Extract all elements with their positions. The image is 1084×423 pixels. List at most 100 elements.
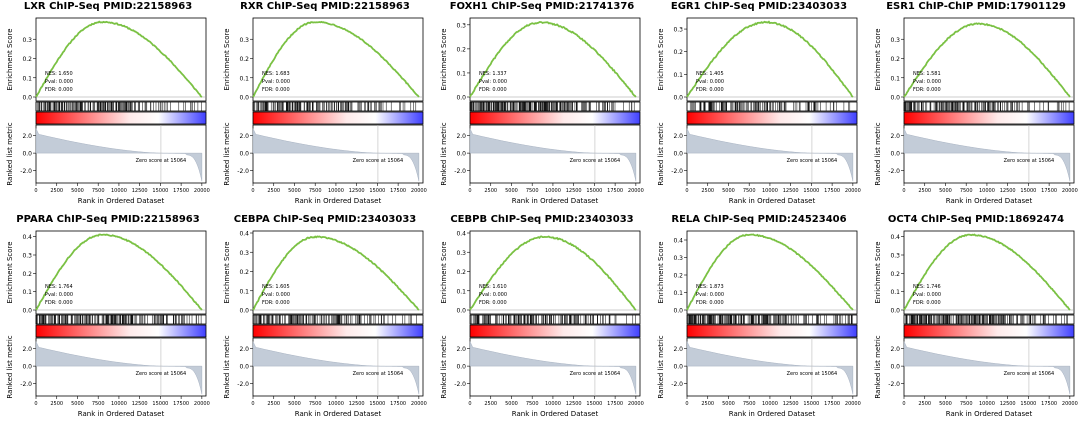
metric-y-tick-label: 0.0	[890, 151, 900, 158]
x-tick-label: 7500	[309, 188, 322, 194]
rank-color-bar	[686, 111, 858, 125]
x-axis-label: Rank in Ordered Dataset	[512, 197, 599, 205]
gene-hit-lines	[903, 102, 1070, 111]
nes-label: NES: 1.581	[913, 71, 941, 77]
x-tick-label: 0	[902, 188, 905, 194]
gene-hit-lines	[905, 315, 1068, 324]
nes-label: NES: 1.337	[479, 71, 507, 77]
metric-axes-frame	[469, 337, 641, 397]
x-tick-label: 15000	[586, 401, 602, 407]
zero-score-label: Zero score at 15064	[1004, 371, 1055, 377]
es-y-axis-label: Enrichment Score	[874, 241, 882, 303]
fdr-label: FDR: 0.000	[913, 87, 941, 93]
zero-score-label: Zero score at 15064	[136, 158, 187, 164]
gsea-panel: RELA ChIP-Seq PMID:24523406 0.0 0.1 0.2 0.3 0…	[651, 213, 867, 423]
es-y-tick-label: 0.3	[456, 22, 466, 29]
metric-y-tick-label: 0.0	[673, 364, 683, 371]
rank-color-bar	[35, 324, 207, 338]
x-axis-label: Rank in Ordered Dataset	[946, 197, 1033, 205]
x-tick-label: 5000	[722, 188, 735, 194]
x-tick-label: 17500	[1041, 401, 1057, 407]
es-y-tick-label: 0.0	[673, 95, 683, 102]
x-tick-label: 0	[468, 188, 471, 194]
panel-title: CEBPA ChIP-Seq PMID:23403033	[233, 214, 417, 225]
zero-score-label: Zero score at 15064	[136, 371, 187, 377]
es-y-axis-label: Enrichment Score	[440, 28, 448, 90]
metric-y-axis-label: Ranked list metric	[6, 122, 14, 185]
metric-y-tick-label: -2.0	[20, 168, 32, 175]
gene-hit-lines	[469, 102, 635, 111]
es-y-tick-label: 0.1	[890, 289, 900, 296]
gsea-panel: LXR ChIP-Seq PMID:22158963 0.0 0.1 0.2 0.3 En…	[0, 0, 216, 210]
x-axis-label: Rank in Ordered Dataset	[78, 410, 165, 418]
x-tick-label: 5000	[722, 401, 735, 407]
metric-y-tick-label: -2.0	[671, 168, 683, 175]
gsea-chart-svg: 0.0 0.1 0.2 0.3 Enrichment Score NES: 1.337 Pv…	[440, 17, 644, 205]
metric-axes-frame	[252, 124, 424, 184]
es-y-tick-label: 0.2	[673, 49, 683, 56]
hit-bar-frame	[252, 101, 424, 112]
es-y-axis-label: Enrichment Score	[6, 28, 14, 90]
gsea-panel: OCT4 ChIP-Seq PMID:18692474 0.0 0.1 0.2 0.3 0…	[868, 213, 1084, 423]
x-tick-label: 0	[685, 401, 688, 407]
gsea-panel: FOXH1 ChIP-Seq PMID:21741376 0.0 0.1 0.2 0.3…	[434, 0, 650, 210]
x-axis-label: Rank in Ordered Dataset	[78, 197, 165, 205]
es-axes-frame	[469, 17, 641, 102]
metric-y-tick-label: 2.0	[456, 346, 466, 353]
x-tick-label: 20000	[411, 188, 427, 194]
x-tick-label: 12500	[783, 188, 799, 194]
x-tick-label: 10000	[545, 188, 561, 194]
es-y-tick-label: 0.1	[22, 289, 32, 296]
es-y-tick-label: 0.1	[239, 75, 249, 82]
es-y-tick-label: 0.2	[239, 56, 249, 63]
x-tick-label: 10000	[328, 188, 344, 194]
enrichment-curve	[35, 233, 203, 311]
metric-y-tick-label: -2.0	[237, 168, 249, 175]
x-tick-label: 10000	[328, 401, 344, 407]
x-tick-label: 20000	[628, 401, 644, 407]
fdr-label: FDR: 0.000	[696, 300, 724, 306]
metric-y-tick-label: 2.0	[673, 133, 683, 140]
gsea-chart-svg: 0.0 0.1 0.2 0.3 Enrichment Score NES: 1.683 Pv…	[223, 17, 427, 205]
es-y-axis-label: Enrichment Score	[223, 28, 231, 90]
fdr-label: FDR: 0.000	[45, 300, 73, 306]
x-tick-label: 2500	[701, 188, 714, 194]
rank-color-bar	[35, 111, 207, 125]
es-y-axis-label: Enrichment Score	[657, 28, 665, 90]
es-y-tick-label: 0.0	[239, 95, 249, 102]
enrichment-curve	[469, 21, 637, 98]
panel-title: PPARA ChIP-Seq PMID:22158963	[16, 214, 200, 225]
gsea-chart-svg: 0.0 0.1 0.2 0.3 0.4 Enrichment Score NES: 1.61…	[440, 231, 644, 419]
x-tick-label: 20000	[845, 188, 861, 194]
fdr-label: FDR: 0.000	[913, 300, 941, 306]
pval-label: Pval: 0.000	[479, 292, 507, 298]
x-axis-label: Rank in Ordered Dataset	[946, 410, 1033, 418]
x-tick-label: 20000	[194, 188, 210, 194]
nes-label: NES: 1.610	[479, 284, 507, 290]
gsea-panel: EGR1 ChIP-Seq PMID:23403033 0.0 0.1 0.2 0.3 E…	[651, 0, 867, 210]
es-y-tick-label: 0.3	[239, 37, 249, 44]
x-tick-label: 20000	[845, 401, 861, 407]
pval-label: Pval: 0.000	[262, 292, 290, 298]
x-tick-label: 20000	[1062, 401, 1078, 407]
metric-y-tick-label: 2.0	[890, 346, 900, 353]
gsea-panel: CEBPB ChIP-Seq PMID:23403033 0.0 0.1 0.2 0.3…	[434, 213, 650, 423]
metric-y-tick-label: 2.0	[673, 346, 683, 353]
metric-axes-frame	[252, 337, 424, 397]
metric-y-axis-label: Ranked list metric	[874, 335, 882, 398]
metric-y-axis-label: Ranked list metric	[223, 335, 231, 398]
es-y-tick-label: 0.3	[22, 253, 32, 260]
x-tick-label: 15000	[803, 401, 819, 407]
es-y-tick-label: 0.3	[673, 27, 683, 34]
enrichment-curve	[903, 233, 1071, 311]
es-y-tick-label: 0.3	[22, 37, 32, 44]
hit-bar-frame	[686, 314, 858, 325]
es-y-tick-label: 0.4	[456, 231, 466, 238]
x-tick-label: 0	[468, 401, 471, 407]
zero-score-label: Zero score at 15064	[1004, 158, 1055, 164]
es-y-tick-label: 0.4	[673, 238, 683, 245]
metric-y-axis-label: Ranked list metric	[874, 122, 882, 185]
es-axes-frame	[252, 17, 424, 102]
metric-y-tick-label: 0.0	[239, 364, 249, 371]
metric-y-tick-label: -2.0	[888, 168, 900, 175]
